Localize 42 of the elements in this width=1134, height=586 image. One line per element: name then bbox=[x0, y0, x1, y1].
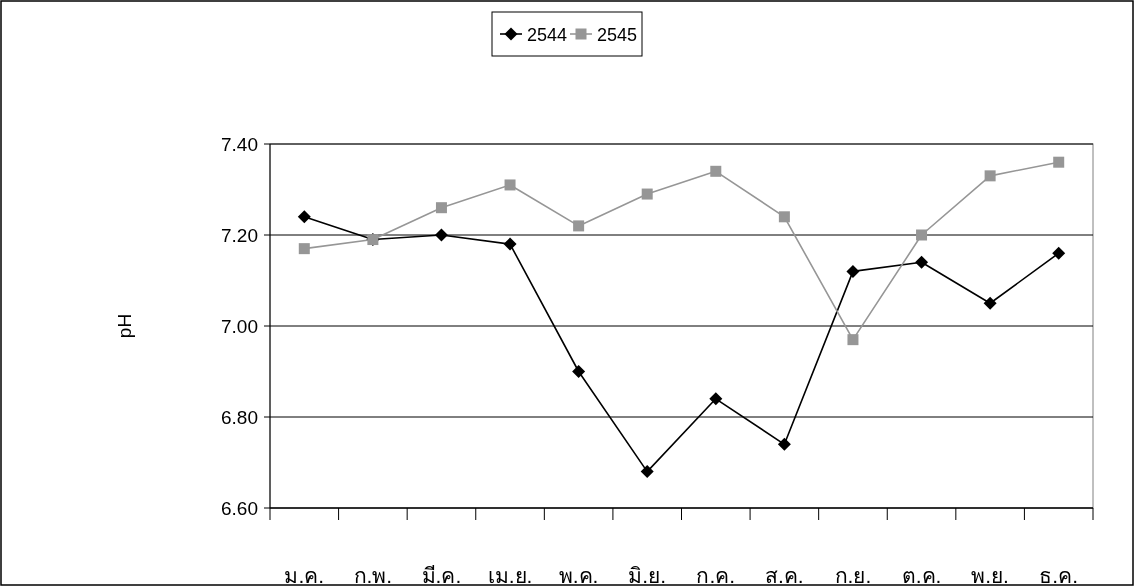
point bbox=[1053, 156, 1065, 168]
point bbox=[709, 392, 723, 406]
point bbox=[983, 296, 997, 310]
y-tick-label: 7.40 bbox=[221, 134, 258, 155]
point bbox=[916, 229, 928, 241]
x-tick-label: พ.ย. bbox=[971, 564, 1009, 586]
x-tick-label: ส.ค. bbox=[765, 564, 804, 586]
point bbox=[847, 334, 859, 346]
legend-label: 2544 bbox=[527, 25, 568, 45]
y-axis-title: pH bbox=[114, 313, 135, 339]
point bbox=[777, 437, 791, 451]
x-tick-label: ก.ค. bbox=[696, 564, 736, 586]
point bbox=[846, 264, 860, 278]
x-tick-label: พ.ค. bbox=[558, 564, 599, 586]
y-tick-label: 6.80 bbox=[221, 407, 258, 428]
x-tick-label: ก.พ. bbox=[353, 564, 393, 586]
x-tick-label: ก.ย. bbox=[834, 564, 872, 586]
point bbox=[641, 188, 653, 200]
x-tick-label: มี.ค. bbox=[421, 564, 462, 586]
x-tick-label: มิ.ย. bbox=[628, 564, 667, 586]
point bbox=[297, 210, 311, 224]
x-tick-label: ม.ค. bbox=[284, 564, 325, 586]
point bbox=[504, 179, 516, 191]
point bbox=[778, 211, 790, 223]
y-tick-label: 7.00 bbox=[221, 316, 258, 337]
point bbox=[573, 220, 585, 232]
point bbox=[710, 165, 722, 177]
point bbox=[434, 228, 448, 242]
x-tick-label: ต.ค. bbox=[901, 564, 942, 586]
point bbox=[298, 243, 310, 255]
point bbox=[984, 170, 996, 182]
point bbox=[572, 365, 586, 378]
point bbox=[640, 465, 654, 479]
point bbox=[435, 202, 447, 214]
x-tick-label: ธ.ค. bbox=[1039, 564, 1079, 586]
point bbox=[1052, 246, 1066, 260]
legend-label: 2545 bbox=[597, 25, 638, 45]
point bbox=[503, 237, 517, 251]
point bbox=[915, 255, 929, 269]
y-tick-label: 6.60 bbox=[221, 498, 258, 519]
y-tick-label: 7.20 bbox=[221, 225, 258, 246]
x-tick-label: เม.ย. bbox=[487, 564, 533, 586]
